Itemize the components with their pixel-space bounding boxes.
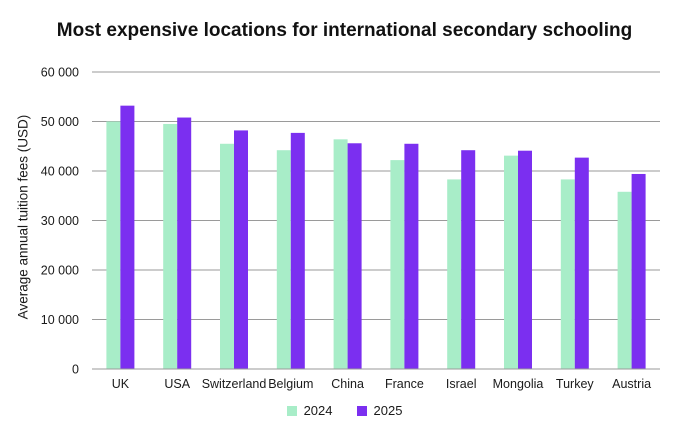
bar-2024 — [390, 160, 405, 369]
bar-2024 — [617, 191, 632, 369]
x-tick-label: Switzerland — [202, 377, 267, 391]
bar-2025 — [631, 173, 646, 369]
y-tick-label: 20 000 — [41, 264, 79, 278]
bar-2024 — [220, 143, 234, 369]
bar-2025 — [177, 117, 192, 369]
legend: 2024 2025 — [0, 403, 689, 418]
bar-2025 — [234, 130, 248, 369]
y-tick-label: 0 — [72, 363, 79, 377]
bar-2024 — [447, 179, 462, 369]
y-tick-label: 50 000 — [41, 115, 79, 129]
bar-2025 — [461, 150, 476, 369]
legend-swatch — [356, 405, 367, 416]
x-tick-label: Belgium — [268, 377, 313, 391]
bar-2024 — [504, 155, 518, 369]
y-tick-label: 30 000 — [41, 214, 79, 228]
x-tick-label: Mongolia — [493, 377, 544, 391]
bar-2024 — [163, 123, 178, 369]
bar-2024 — [276, 150, 291, 369]
bar-2025 — [518, 150, 532, 369]
bar-2025 — [347, 143, 362, 369]
legend-label: 2024 — [303, 403, 333, 418]
chart-title: Most expensive locations for internation… — [56, 20, 633, 41]
y-tick-label: 40 000 — [41, 165, 79, 179]
x-tick-label: Turkey — [556, 377, 594, 391]
x-tick-label: USA — [164, 377, 190, 391]
legend-label: 2025 — [373, 403, 403, 418]
x-tick-label: UK — [112, 377, 130, 391]
x-tick-label: France — [385, 377, 424, 391]
bar-2025 — [290, 132, 305, 369]
x-tick-label: China — [331, 377, 364, 391]
y-tick-label: 60 000 — [41, 66, 79, 80]
x-tick-label: Israel — [446, 377, 477, 391]
bar-2025 — [404, 143, 419, 369]
bar-2025 — [120, 105, 135, 369]
bar-2024 — [106, 121, 121, 369]
bar-2024 — [560, 179, 575, 369]
bar-2025 — [574, 157, 589, 369]
x-tick-label: Austria — [612, 377, 651, 391]
bar-2024 — [333, 139, 348, 369]
legend-item: 2025 — [356, 403, 403, 418]
y-tick-label: 10 000 — [41, 313, 79, 327]
legend-swatch — [286, 405, 297, 416]
legend-item: 2024 — [286, 403, 333, 418]
